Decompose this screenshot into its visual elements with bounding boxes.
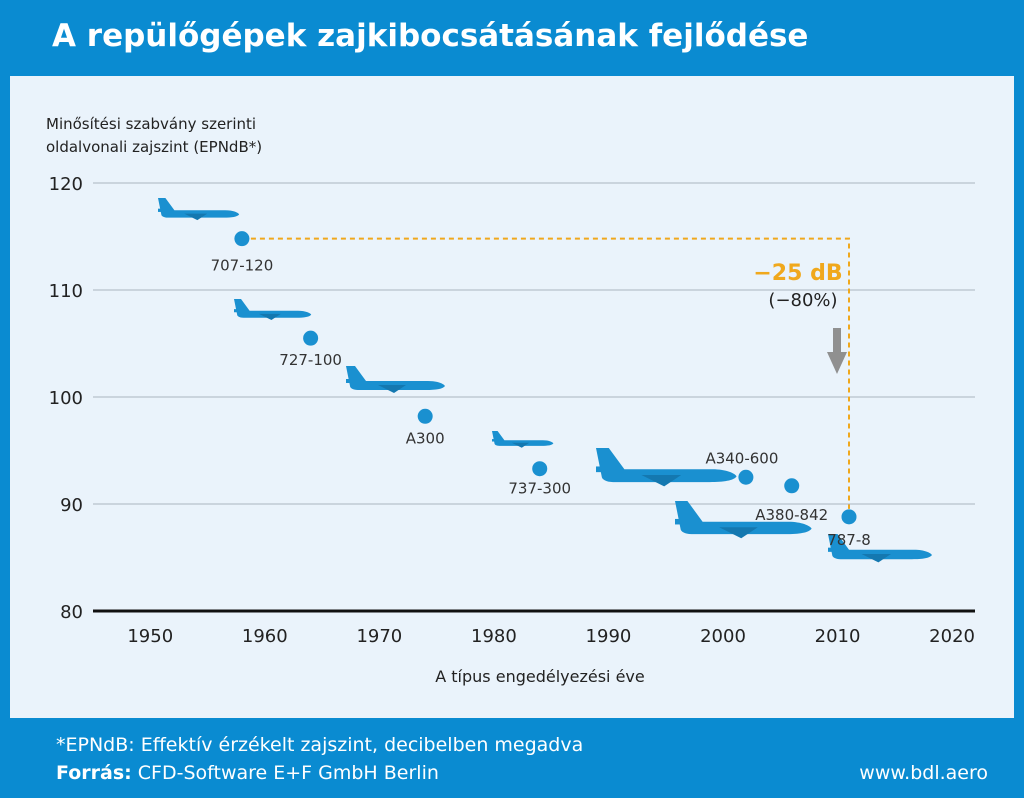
source-text: CFD-Software E+F GmbH Berlin <box>131 762 439 784</box>
data-point <box>303 330 319 346</box>
x-tick-label: 2010 <box>815 626 861 647</box>
y-axis-title-line-2: oldalvonali zajszint (EPNdB*) <box>46 138 262 156</box>
reduction-value: −25 dB <box>753 261 842 286</box>
reduction-guide <box>241 237 850 509</box>
y-tick-labels: 80 90 100 110 120 <box>49 174 83 623</box>
data-point-label: 787-8 <box>827 531 871 549</box>
x-tick-label: 2020 <box>929 626 975 647</box>
x-tick-label: 1980 <box>471 626 517 647</box>
y-tick-label: 90 <box>60 495 83 516</box>
data-point <box>532 461 548 477</box>
x-tick-labels: 1950 1960 1970 1980 1990 2000 2010 2020 <box>127 626 975 647</box>
y-tick-label: 100 <box>49 388 83 409</box>
y-tick-label: 110 <box>49 281 83 302</box>
reduction-dashed-line <box>241 237 850 509</box>
reduction-percent: (−80%) <box>768 290 837 311</box>
x-tick-label: 1970 <box>356 626 402 647</box>
airplane-icons <box>158 198 932 563</box>
x-tick-label: 2000 <box>700 626 746 647</box>
x-tick-label: 1990 <box>586 626 632 647</box>
page-title: A repülőgépek zajkibocsátásának fejlődés… <box>52 18 809 54</box>
data-point-label: A340-600 <box>705 449 778 467</box>
x-tick-label: 1960 <box>242 626 288 647</box>
chart-panel: Minősítési szabvány szerinti oldalvonali… <box>10 76 1014 718</box>
data-points: 707-120 727-100 A300 737-300 A340-600 A380-84… <box>211 231 871 549</box>
source-line: Forrás: CFD-Software E+F GmbH Berlin <box>56 762 439 784</box>
footnote: *EPNdB: Effektív érzékelt zajszint, deci… <box>56 734 584 756</box>
data-point-label: A380-842 <box>755 506 828 524</box>
data-point <box>234 231 250 247</box>
data-point-label: 737-300 <box>508 480 571 498</box>
header-bar: A repülőgépek zajkibocsátásának fejlődés… <box>0 0 1024 76</box>
airplane-icon <box>596 448 737 487</box>
data-point-label: A300 <box>406 429 445 447</box>
airplane-icon <box>346 366 445 393</box>
noise-chart: Minősítési szabvány szerinti oldalvonali… <box>46 115 975 686</box>
airplane-icon <box>492 431 554 448</box>
reduction-annotation: −25 dB (−80%) <box>753 261 847 374</box>
data-point <box>738 469 754 485</box>
data-point <box>417 408 433 424</box>
website-link[interactable]: www.bdl.aero <box>859 762 988 784</box>
y-axis-title-line-1: Minősítési szabvány szerinti <box>46 115 256 133</box>
airplane-icon <box>675 501 812 539</box>
y-tick-label: 120 <box>49 174 83 195</box>
footer-bar: *EPNdB: Effektív érzékelt zajszint, deci… <box>0 718 1024 798</box>
airplane-icon <box>158 198 240 221</box>
x-tick-label: 1950 <box>127 626 173 647</box>
data-point <box>784 478 800 494</box>
x-axis-title: A típus engedélyezési éve <box>435 667 644 686</box>
airplane-icon <box>234 299 312 321</box>
y-axis-title: Minősítési szabvány szerinti oldalvonali… <box>46 115 262 156</box>
data-point-label: 707-120 <box>211 257 274 275</box>
data-point-label: 727-100 <box>279 351 342 369</box>
grid-lines <box>93 182 975 613</box>
y-tick-label: 80 <box>60 602 83 623</box>
source-label: Forrás: <box>56 762 132 784</box>
arrow-down-icon <box>827 328 847 374</box>
airplane-icon <box>828 534 932 563</box>
data-point <box>841 509 857 525</box>
